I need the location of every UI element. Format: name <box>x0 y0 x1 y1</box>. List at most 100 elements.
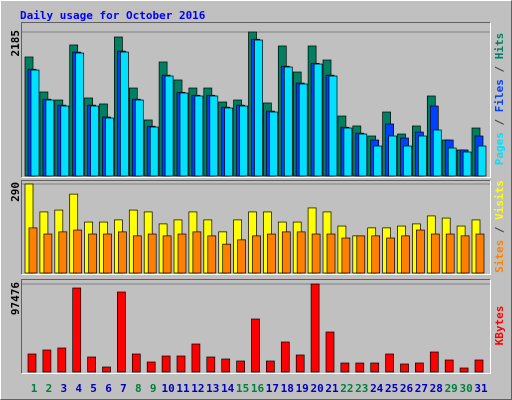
bar <box>462 151 472 177</box>
bar <box>42 349 52 373</box>
bar <box>280 341 290 373</box>
bar <box>88 233 97 274</box>
panel-light <box>21 22 491 178</box>
bar <box>209 95 219 177</box>
y-tick-label: 97476 <box>9 282 22 315</box>
bar <box>371 235 381 274</box>
x-tick-label: 17 <box>266 382 279 395</box>
bar <box>313 63 323 177</box>
x-tick-label: 19 <box>296 382 309 395</box>
x-tick-label: 18 <box>281 382 294 395</box>
bar <box>191 343 201 373</box>
x-tick-label: 13 <box>206 382 219 395</box>
bar <box>164 75 174 177</box>
legend-label: Hits <box>493 33 506 60</box>
x-tick-label: 26 <box>400 382 414 395</box>
bar <box>224 107 234 177</box>
legend-label: Pages <box>493 132 506 165</box>
legend-label: Visits <box>493 180 506 220</box>
x-tick-label: 2 <box>46 382 53 395</box>
bar <box>177 233 187 274</box>
bar <box>340 362 350 373</box>
bar <box>118 231 127 274</box>
bar <box>27 353 37 373</box>
bar <box>416 229 425 274</box>
x-tick-label: 6 <box>105 382 112 395</box>
bar <box>296 231 306 274</box>
bar <box>403 145 412 177</box>
x-tick-label: 1 <box>31 382 38 395</box>
legend: KBytes <box>493 306 506 346</box>
x-tick-label: 25 <box>385 382 398 395</box>
x-tick-label: 11 <box>176 382 190 395</box>
bar <box>72 287 82 373</box>
x-tick-label: 8 <box>135 382 142 395</box>
bar <box>239 105 248 177</box>
bar <box>430 233 440 274</box>
legend-separator: / <box>493 59 506 79</box>
x-tick-label: 4 <box>75 382 82 395</box>
bar <box>251 318 260 373</box>
bar <box>102 366 111 373</box>
bar <box>298 83 308 177</box>
bar <box>90 105 99 177</box>
bar <box>147 233 157 274</box>
bar <box>460 235 470 274</box>
bar <box>30 69 40 177</box>
panel-shade <box>21 279 491 374</box>
bar <box>475 233 485 274</box>
bar <box>325 331 335 373</box>
legend: Pages / Files / Hits <box>493 33 506 166</box>
y-tick-label: 2185 <box>9 30 22 57</box>
bar <box>43 233 53 274</box>
x-tick-label: 16 <box>251 382 265 395</box>
bar <box>356 235 366 274</box>
bar <box>236 360 245 373</box>
bar <box>75 52 85 177</box>
x-tick-label: 22 <box>340 382 353 395</box>
bar <box>358 133 368 177</box>
x-tick-label: 28 <box>430 382 443 395</box>
bar <box>447 147 457 177</box>
bar <box>206 356 216 373</box>
legend-separator: / <box>493 220 506 240</box>
bar <box>373 145 383 177</box>
legend: Sites / Visits <box>493 180 506 273</box>
bar <box>415 362 424 373</box>
bar <box>326 233 336 274</box>
bar <box>386 237 395 274</box>
bar <box>254 39 263 177</box>
bar <box>161 355 171 373</box>
bar <box>474 359 484 373</box>
bar <box>385 353 394 373</box>
legend-separator: / <box>493 112 506 132</box>
bar <box>117 291 126 373</box>
bar <box>222 243 232 274</box>
bar <box>87 356 96 373</box>
bar <box>103 233 112 274</box>
bar <box>444 359 454 373</box>
bar <box>58 231 68 274</box>
bar <box>283 66 293 177</box>
panel-light <box>21 279 491 374</box>
bar <box>146 361 156 373</box>
x-tick-label: 23 <box>355 382 368 395</box>
bar <box>252 235 261 274</box>
bar <box>179 92 189 177</box>
bar <box>73 229 83 274</box>
bar <box>429 351 439 373</box>
x-tick-label: 7 <box>120 382 127 395</box>
x-tick-label: 14 <box>221 382 235 395</box>
x-tick-label: 15 <box>236 382 249 395</box>
y-tick-label: 290 <box>9 182 22 202</box>
bar <box>445 233 455 274</box>
bar <box>269 111 278 177</box>
bar <box>477 145 487 177</box>
x-tick-label: 31 <box>474 382 488 395</box>
x-tick-label: 12 <box>191 382 204 395</box>
bar <box>355 362 365 373</box>
x-tick-label: 5 <box>90 382 97 395</box>
bar <box>310 283 320 373</box>
